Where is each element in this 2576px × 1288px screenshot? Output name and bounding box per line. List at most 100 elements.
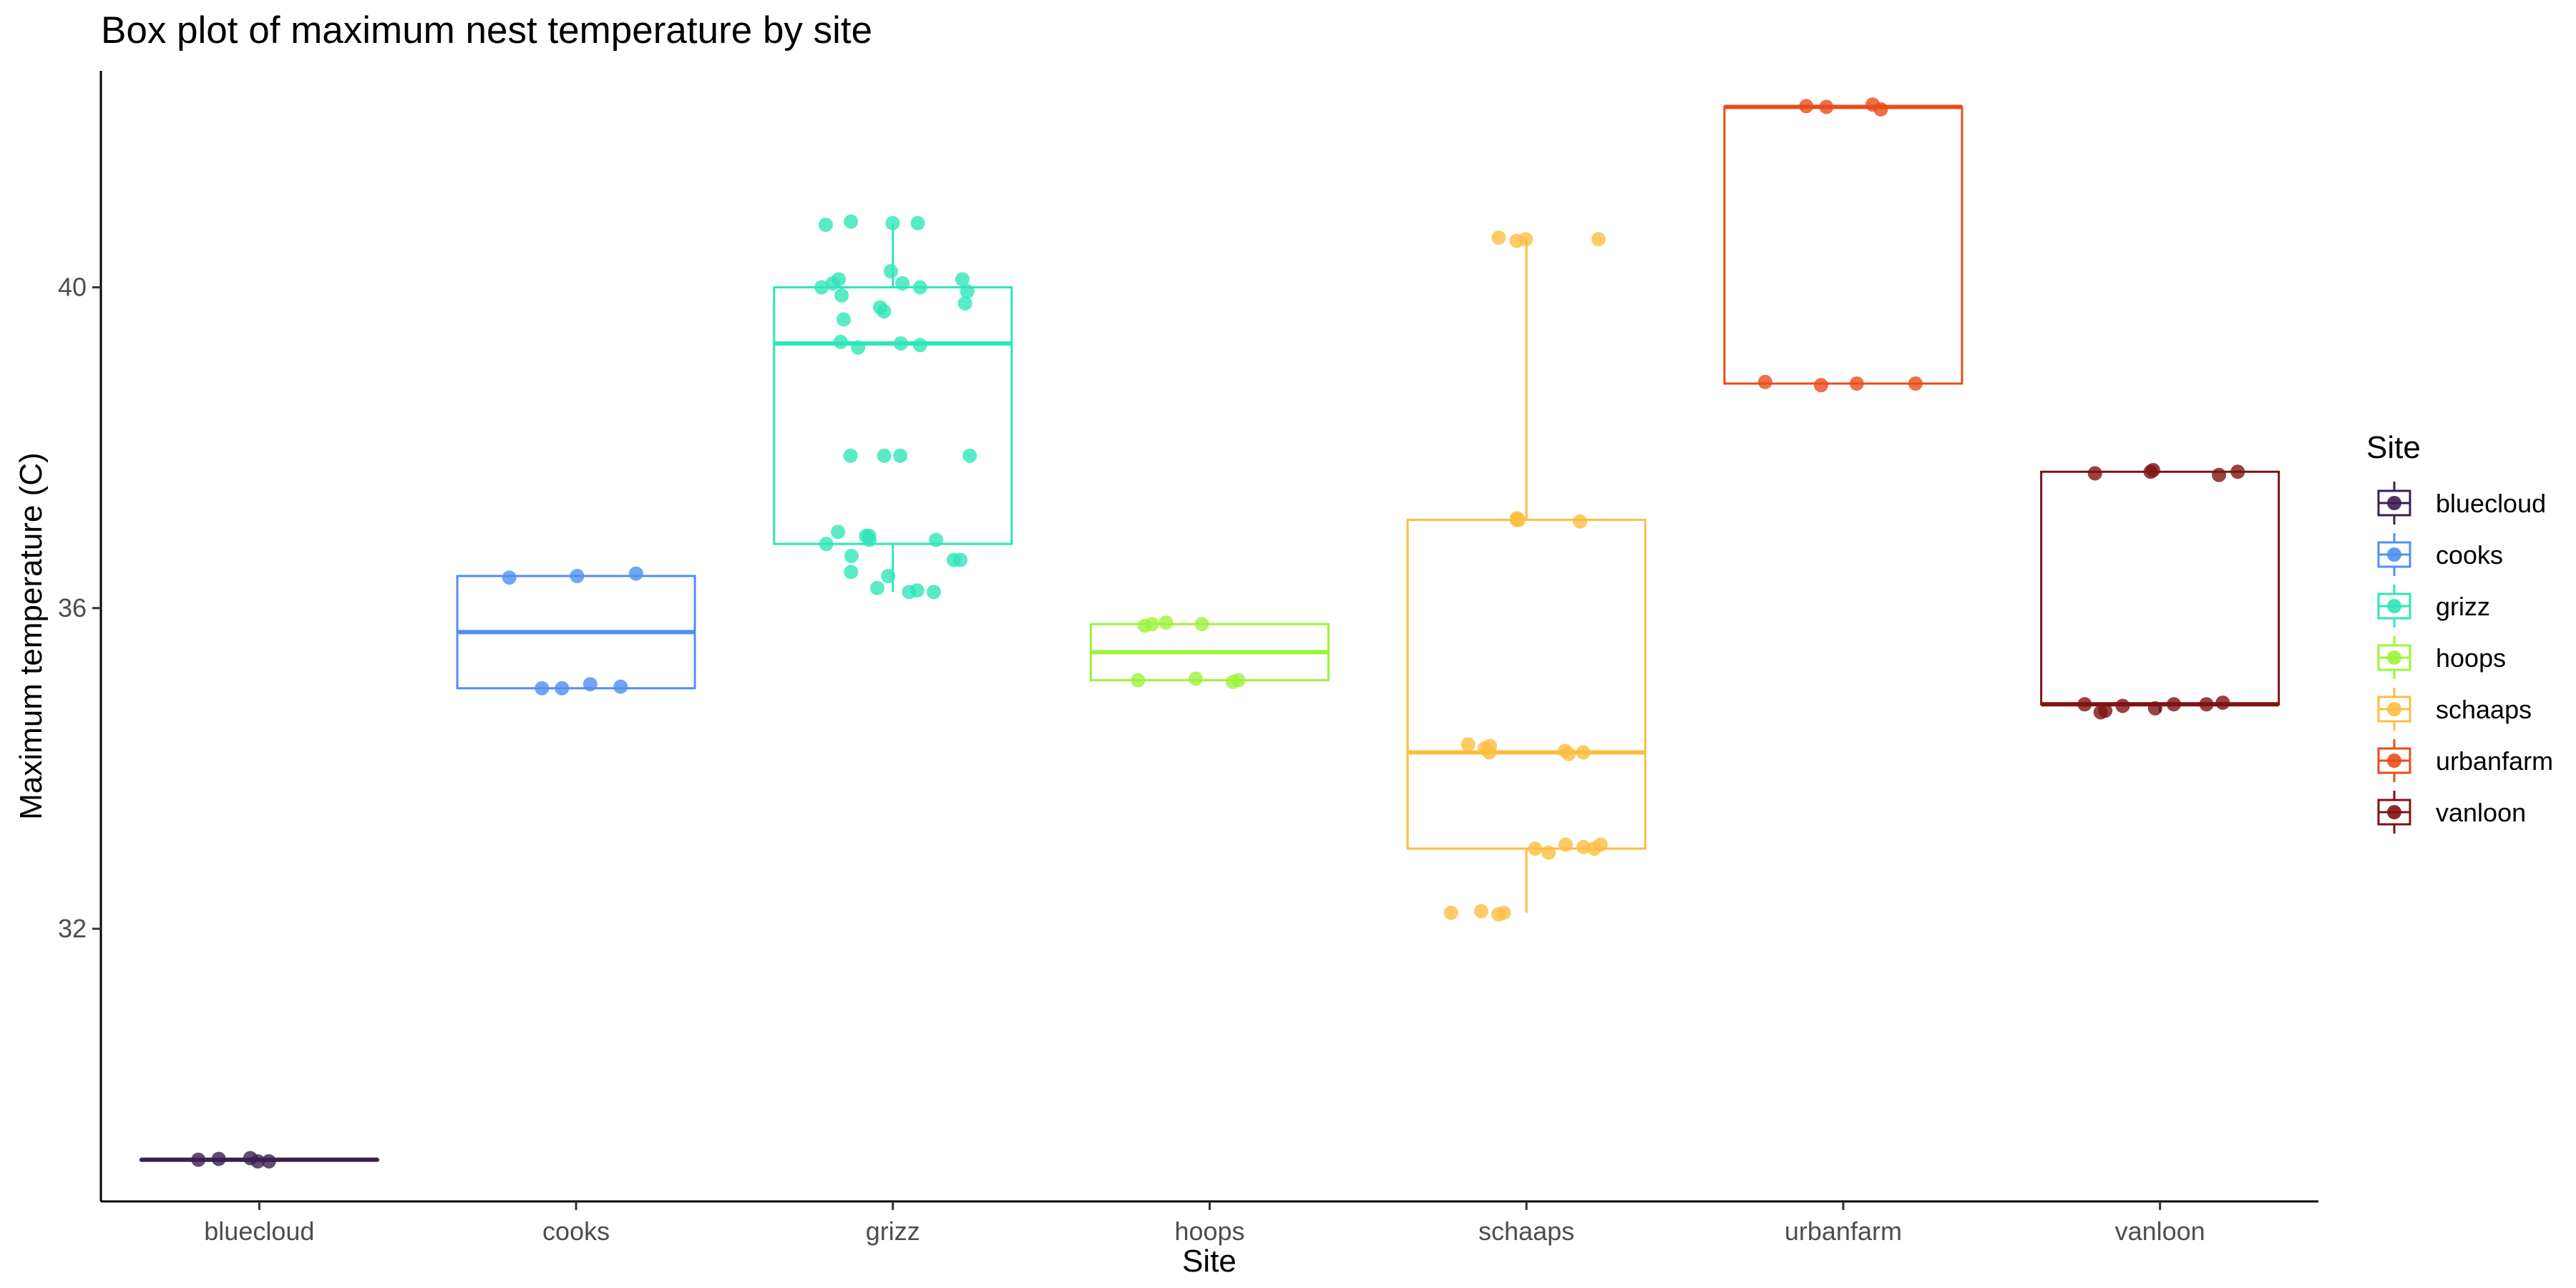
data-point-schaaps-3 — [1518, 232, 1533, 247]
data-point-grizz-10 — [955, 272, 970, 287]
data-point-urbanfarm-0 — [1819, 99, 1834, 114]
chart-title: Box plot of maximum nest temperature by … — [101, 9, 872, 52]
data-point-schaaps-19 — [1541, 845, 1556, 860]
data-point-grizz-3 — [844, 214, 859, 229]
data-point-grizz-2 — [885, 215, 900, 230]
data-point-grizz-38 — [927, 585, 942, 600]
legend-key-hoops — [2377, 636, 2411, 679]
data-point-vanloon-11 — [2077, 697, 2092, 712]
x-tick-label-grizz: grizz — [866, 1216, 920, 1246]
box-group-grizz — [773, 214, 1013, 600]
data-point-vanloon-9 — [2215, 696, 2230, 711]
box-group-hoops — [1089, 615, 1330, 689]
data-point-schaaps-13 — [1561, 746, 1576, 761]
legend-label-grizz: grizz — [2436, 592, 2490, 621]
legend-key-cooks — [2377, 533, 2411, 576]
data-point-schaaps-14 — [1576, 745, 1591, 760]
data-point-hoops-2 — [1194, 617, 1209, 632]
x-tick-label-hoops: hoops — [1174, 1216, 1244, 1246]
data-point-vanloon-10 — [2115, 698, 2130, 713]
legend: Site bluecloud cooks grizz hoops schaaps urba… — [2366, 430, 2553, 834]
data-point-cooks-3 — [582, 677, 597, 692]
legend-item-urbanfarm: urbanfarm — [2377, 739, 2553, 782]
y-tick-label-32: 32 — [58, 914, 87, 943]
data-point-urbanfarm-3 — [1799, 99, 1814, 114]
box-schaaps — [1406, 519, 1646, 850]
legend-label-schaaps: schaaps — [2436, 695, 2532, 724]
data-point-hoops-7 — [1226, 674, 1241, 689]
legend-items: bluecloud cooks grizz hoops schaaps urbanfarm… — [2377, 482, 2553, 834]
box-group-cooks — [456, 566, 696, 696]
x-tick-label-schaaps: schaaps — [1478, 1216, 1574, 1246]
data-point-vanloon-8 — [2199, 697, 2214, 712]
data-point-bluecloud-3 — [211, 1151, 226, 1166]
legend-title: Site — [2366, 430, 2421, 465]
box-group-bluecloud — [139, 1151, 379, 1169]
legend-label-urbanfarm: urbanfarm — [2436, 746, 2553, 776]
data-point-grizz-14 — [957, 296, 972, 311]
data-point-grizz-16 — [872, 300, 887, 315]
data-point-grizz-18 — [912, 338, 927, 353]
data-point-vanloon-12 — [2098, 703, 2113, 718]
legend-key-schaaps — [2377, 688, 2411, 731]
box-group-schaaps — [1406, 230, 1646, 922]
data-point-grizz-35 — [844, 565, 859, 580]
y-axis-title: Maximum temperature (C) — [14, 452, 49, 819]
data-point-vanloon-1 — [2087, 466, 2102, 481]
data-point-schaaps-24 — [1474, 904, 1489, 919]
x-axis-title: Site — [1182, 1244, 1236, 1279]
legend-key-vanloon — [2377, 791, 2411, 834]
data-point-grizz-15 — [836, 312, 851, 327]
data-point-urbanfarm-7 — [1849, 376, 1864, 391]
data-point-vanloon-2 — [2230, 464, 2245, 479]
data-point-grizz-17 — [893, 336, 908, 351]
data-point-cooks-0 — [570, 568, 585, 583]
box-group-vanloon — [2040, 463, 2280, 720]
data-point-cooks-4 — [555, 680, 570, 696]
data-point-grizz-6 — [895, 275, 910, 291]
data-point-grizz-11 — [960, 284, 975, 299]
y-axis-ticks: 32 36 40 — [58, 273, 101, 943]
box-group-urbanfarm — [1723, 97, 1963, 393]
data-point-schaaps-12 — [1483, 738, 1498, 753]
data-point-grizz-33 — [946, 552, 961, 567]
data-point-schaaps-18 — [1558, 837, 1573, 852]
legend-item-grizz: grizz — [2377, 585, 2490, 628]
data-point-schaaps-0 — [1591, 232, 1606, 247]
data-point-grizz-22 — [877, 448, 892, 463]
legend-item-vanloon: vanloon — [2377, 791, 2526, 834]
data-point-grizz-1 — [819, 218, 834, 233]
legend-key-bluecloud — [2377, 482, 2411, 525]
data-point-bluecloud-1 — [261, 1153, 276, 1169]
data-point-vanloon-4 — [2212, 467, 2227, 482]
data-point-hoops-4 — [1131, 673, 1146, 688]
data-point-grizz-37 — [870, 580, 885, 595]
plot-panel — [139, 97, 2280, 1169]
data-point-hoops-5 — [1189, 671, 1204, 686]
data-point-schaaps-11 — [1460, 737, 1475, 752]
data-point-cooks-1 — [502, 570, 517, 585]
data-point-schaaps-1 — [1491, 230, 1506, 245]
legend-key-grizz — [2377, 585, 2411, 628]
data-point-grizz-12 — [825, 275, 840, 291]
data-point-vanloon-6 — [2147, 701, 2162, 716]
data-point-bluecloud-2 — [191, 1152, 206, 1167]
data-point-hoops-3 — [1137, 618, 1152, 633]
data-point-grizz-26 — [831, 525, 846, 540]
x-tick-label-vanloon: vanloon — [2115, 1216, 2205, 1246]
data-point-grizz-0 — [910, 215, 925, 230]
x-tick-label-bluecloud: bluecloud — [204, 1216, 314, 1246]
data-point-urbanfarm-2 — [1873, 102, 1888, 117]
data-point-grizz-4 — [912, 280, 927, 295]
legend-key-urbanfarm — [2377, 739, 2411, 782]
data-point-grizz-24 — [893, 448, 908, 463]
data-point-schaaps-7 — [1509, 511, 1524, 526]
data-point-grizz-23 — [843, 448, 858, 463]
data-point-grizz-30 — [819, 537, 834, 552]
data-point-grizz-20 — [833, 334, 848, 349]
data-point-schaaps-5 — [1573, 514, 1588, 529]
data-point-schaaps-21 — [1443, 905, 1458, 920]
